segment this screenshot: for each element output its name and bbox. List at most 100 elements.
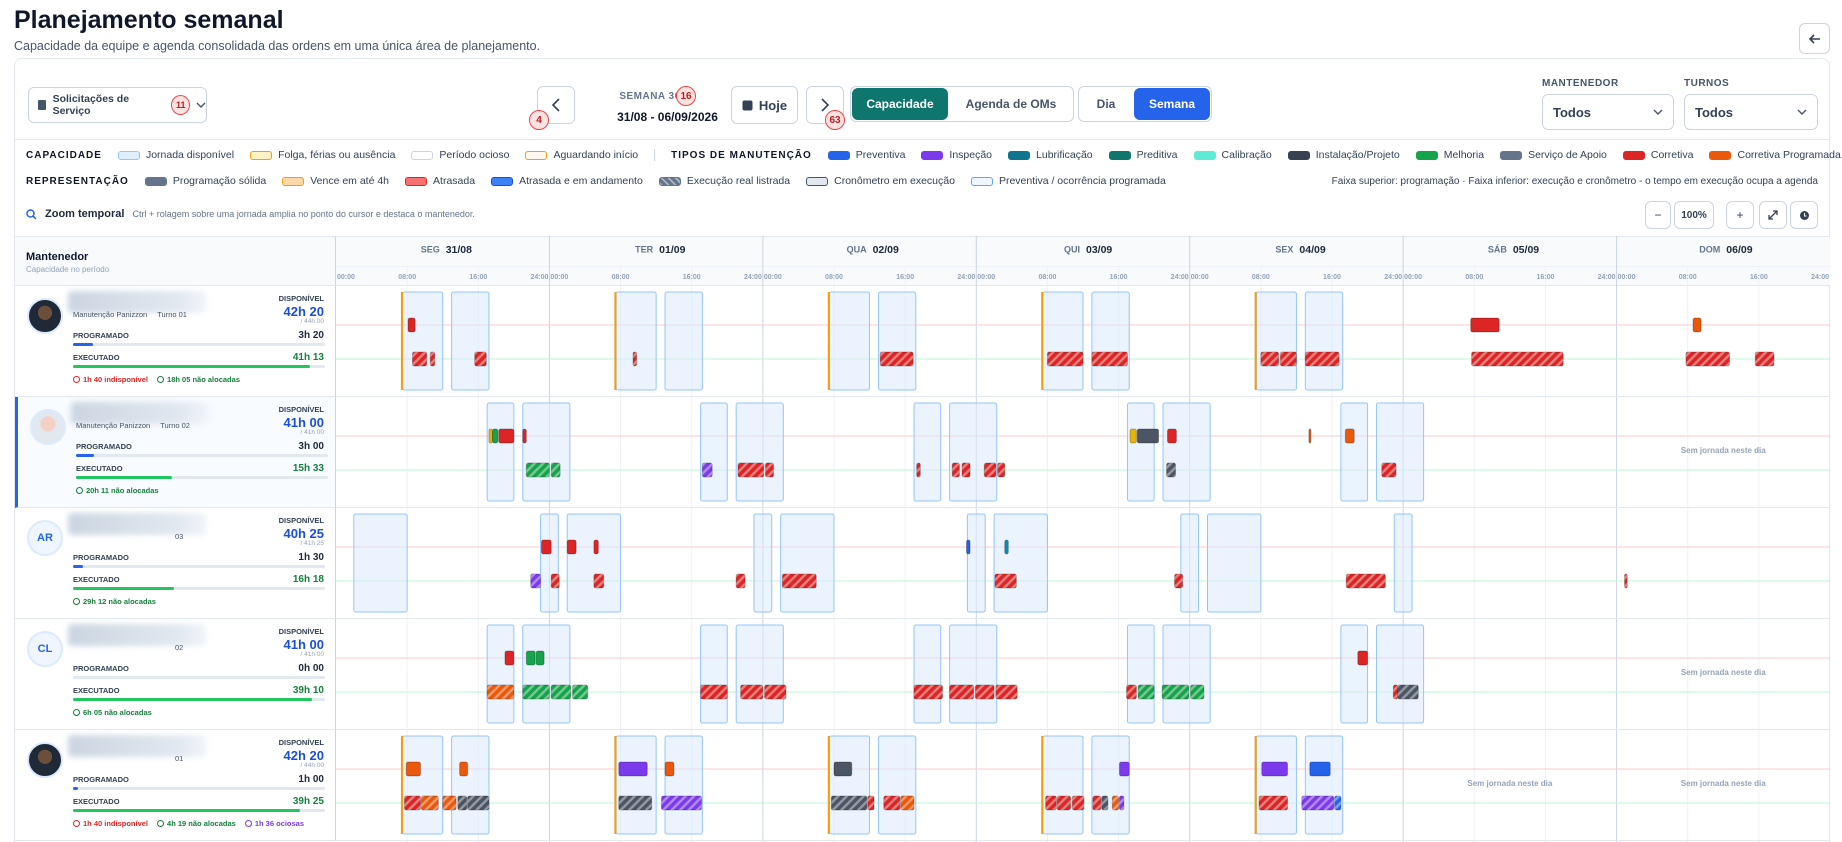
planned-order bbox=[1129, 428, 1137, 444]
requests-count: 11 bbox=[171, 95, 191, 115]
shift-block bbox=[1091, 291, 1130, 391]
shift-block bbox=[402, 735, 444, 835]
executed-value: 41h 13 bbox=[292, 352, 324, 363]
executed-stripes bbox=[880, 352, 914, 366]
zoom-now[interactable] bbox=[1790, 201, 1818, 229]
planned-order bbox=[566, 539, 577, 555]
scale-tab[interactable]: Dia bbox=[1080, 88, 1132, 120]
note-text: 20h 11 não alocadas bbox=[86, 486, 159, 495]
view-tab[interactable]: Agenda de OMs bbox=[950, 88, 1072, 120]
filter-label: MANTENEDOR bbox=[1542, 78, 1619, 89]
planned-order bbox=[492, 428, 499, 444]
executed-stripes bbox=[457, 796, 467, 810]
hour-label: 24:00 bbox=[1171, 274, 1189, 281]
hour-label: 24:00 bbox=[1598, 274, 1616, 281]
hour-label: 00:00 bbox=[764, 274, 782, 281]
executed-stripes bbox=[1138, 685, 1155, 699]
executed-stripes bbox=[1685, 352, 1730, 366]
executed-stripes bbox=[430, 352, 435, 366]
planned-order bbox=[1309, 761, 1331, 777]
legend-label: Lubrificação bbox=[1036, 149, 1093, 161]
zoom-in[interactable]: + bbox=[1726, 201, 1754, 229]
executed-stripes bbox=[1259, 796, 1288, 810]
shift-block bbox=[1091, 735, 1130, 835]
programmed-fill bbox=[73, 343, 94, 346]
available-value: 41h 00 bbox=[283, 637, 324, 652]
programmed-value: 1h 30 bbox=[298, 552, 324, 563]
programmed-value: 3h 00 bbox=[298, 441, 324, 452]
legend-title: CAPACIDADE bbox=[26, 149, 102, 161]
hour-label: 08:00 bbox=[825, 274, 843, 281]
shift-block bbox=[486, 402, 515, 502]
programmed-value: 0h 00 bbox=[298, 663, 324, 674]
chevron-icon bbox=[196, 102, 206, 108]
no-shift-label: Sem jornada neste dia bbox=[1681, 668, 1766, 677]
hour-label: 16:00 bbox=[1750, 274, 1768, 281]
hour-label: 24:00 bbox=[1811, 274, 1829, 281]
programmed-fill bbox=[76, 454, 94, 457]
legend-label: Vence em até 4h bbox=[310, 175, 390, 187]
planned-order bbox=[1357, 650, 1369, 666]
executed-stripes bbox=[474, 352, 487, 366]
legend-label: Atrasada bbox=[433, 175, 476, 187]
executed-fill bbox=[76, 476, 172, 479]
filter-select[interactable]: Todos bbox=[1542, 94, 1674, 130]
planned-order bbox=[540, 539, 552, 555]
executed-stripes bbox=[551, 574, 560, 588]
hour-label: 00:00 bbox=[1618, 274, 1636, 281]
executed-stripes bbox=[1047, 352, 1083, 366]
zoom-fit[interactable] bbox=[1759, 201, 1787, 229]
legend-row: CAPACIDADE Jornada disponível Folga, féria… bbox=[26, 149, 1841, 161]
start-marker bbox=[1254, 736, 1257, 834]
hour-label: 16:00 bbox=[1323, 274, 1341, 281]
note-text: 1h 40 indisponível bbox=[83, 819, 149, 828]
back-button[interactable] bbox=[1799, 23, 1830, 54]
day-weekday: TER bbox=[635, 244, 654, 254]
executed-stripes bbox=[975, 685, 995, 699]
executed-stripes bbox=[421, 796, 439, 810]
programmed-label: PROGRAMADO bbox=[73, 775, 129, 784]
hour-label: 00:00 bbox=[1191, 274, 1209, 281]
executed-fill bbox=[73, 587, 174, 590]
executed-stripes bbox=[1072, 796, 1084, 810]
maintainer-row: Manutenção Panizzon Turno 01 DISPONÍVEL 42h… bbox=[15, 286, 336, 397]
hour-label: 24:00 bbox=[531, 274, 549, 281]
planned-order bbox=[1004, 539, 1009, 555]
executed-track bbox=[73, 698, 325, 701]
note-icon bbox=[157, 820, 165, 827]
shift-block bbox=[829, 291, 871, 391]
hour-label: 08:00 bbox=[1465, 274, 1483, 281]
scale-tab-active[interactable]: Semana bbox=[1134, 88, 1210, 120]
planned-order bbox=[833, 761, 853, 777]
executed-stripes bbox=[1112, 796, 1119, 810]
legend-label: Preventiva bbox=[855, 149, 906, 161]
executed-stripes bbox=[1624, 574, 1628, 588]
note-text: 4h 19 não alocadas bbox=[167, 819, 236, 828]
notes: 1h 40 indisponível 18h 05 não alocadas bbox=[73, 375, 240, 384]
legend-swatch bbox=[411, 150, 434, 160]
shift-block bbox=[700, 624, 728, 724]
legend-item: Período ocioso bbox=[411, 149, 509, 161]
view-tab-active[interactable]: Capacidade bbox=[852, 88, 948, 120]
note: 20h 11 não alocadas bbox=[76, 486, 159, 495]
filter-label: TURNOS bbox=[1684, 78, 1730, 89]
available-label: DISPONÍVEL bbox=[278, 405, 324, 414]
notes: 6h 05 não alocadas bbox=[73, 708, 152, 717]
legend-swatch bbox=[1500, 150, 1523, 160]
available-label: DISPONÍVEL bbox=[278, 294, 324, 303]
legend-swatch bbox=[970, 176, 993, 186]
executed-stripes bbox=[914, 685, 943, 699]
programmed-fill bbox=[73, 787, 79, 790]
note-icon bbox=[73, 820, 80, 827]
today-button[interactable]: Hoje bbox=[731, 86, 798, 124]
requests-button[interactable]: Solicitações de Serviço 11 bbox=[28, 87, 207, 123]
legend-label: Instalação/Projeto bbox=[1315, 149, 1400, 161]
zoom-out[interactable]: − bbox=[1645, 201, 1671, 229]
filter-select[interactable]: Todos bbox=[1684, 94, 1818, 130]
shift-block bbox=[753, 513, 773, 613]
executed-stripes bbox=[765, 463, 774, 477]
note-text: 1h 40 indisponível bbox=[83, 375, 149, 384]
legend-label: Execução real listrada bbox=[686, 175, 791, 187]
legend-swatch bbox=[282, 176, 305, 186]
note-text: 18h 05 não alocadas bbox=[167, 375, 240, 384]
